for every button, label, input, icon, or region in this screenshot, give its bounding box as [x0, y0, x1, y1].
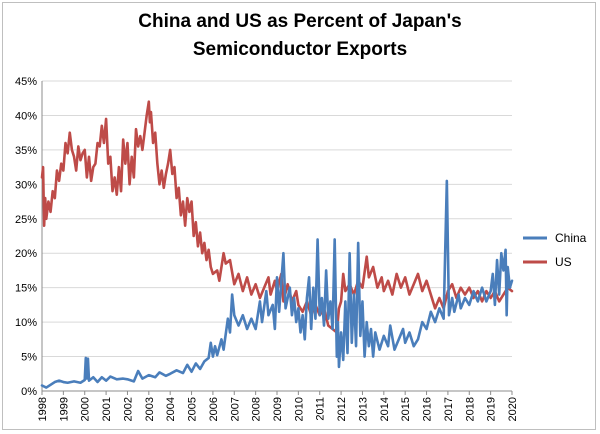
x-tick-label: 2017: [443, 397, 455, 421]
x-tick-label: 2006: [208, 397, 220, 421]
y-tick-label: 40%: [15, 110, 37, 122]
x-tick-label: 2010: [293, 397, 305, 421]
x-tick-label: 2009: [272, 397, 284, 421]
x-tick-label: 2018: [464, 397, 476, 421]
series-line-us: [40, 100, 514, 334]
series-line-china: [40, 179, 514, 389]
y-tick-label: 35%: [15, 145, 37, 157]
x-tick-label: 2002: [122, 397, 134, 421]
x-tick-label: 2016: [422, 397, 434, 421]
x-tick-label: 2020: [507, 397, 519, 421]
y-tick-label: 30%: [15, 179, 37, 191]
chart-title-line-1: China and US as Percent of Japan's: [138, 11, 462, 32]
x-tick-label: 2005: [187, 397, 199, 421]
x-tick-label: 2012: [336, 397, 348, 421]
x-tick-label: 2013: [357, 397, 369, 421]
x-tick-label: 2003: [144, 397, 156, 421]
chart-title-line-2: Semiconductor Exports: [192, 39, 408, 60]
x-tick-label: 2008: [251, 397, 263, 421]
y-tick-label: 5%: [21, 352, 37, 364]
x-tick-label: 2007: [229, 397, 241, 421]
y-tick-label: 15%: [15, 283, 37, 295]
y-tick-label: 20%: [15, 248, 37, 260]
y-tick-label: 45%: [15, 76, 37, 88]
y-tick-label: 0%: [21, 386, 37, 398]
chart-frame: [2, 2, 596, 430]
x-tick-label: 2011: [315, 397, 327, 421]
x-tick-label: 2000: [80, 397, 92, 421]
x-tick-label: 2015: [400, 397, 412, 421]
x-tick-label: 2004: [165, 397, 177, 421]
x-tick-label: 1999: [58, 397, 70, 421]
y-tick-label: 10%: [15, 317, 37, 329]
x-tick-label: 2014: [379, 397, 391, 421]
x-tick-label: 1998: [37, 397, 49, 421]
x-tick-label: 2001: [101, 397, 113, 421]
x-tick-label: 2019: [486, 397, 498, 421]
chart-title: China and US as Percent of Japan's Semic…: [80, 8, 520, 64]
legend-label-us: US: [555, 255, 572, 269]
legend-label-china: China: [555, 231, 587, 245]
y-tick-label: 25%: [15, 214, 37, 226]
